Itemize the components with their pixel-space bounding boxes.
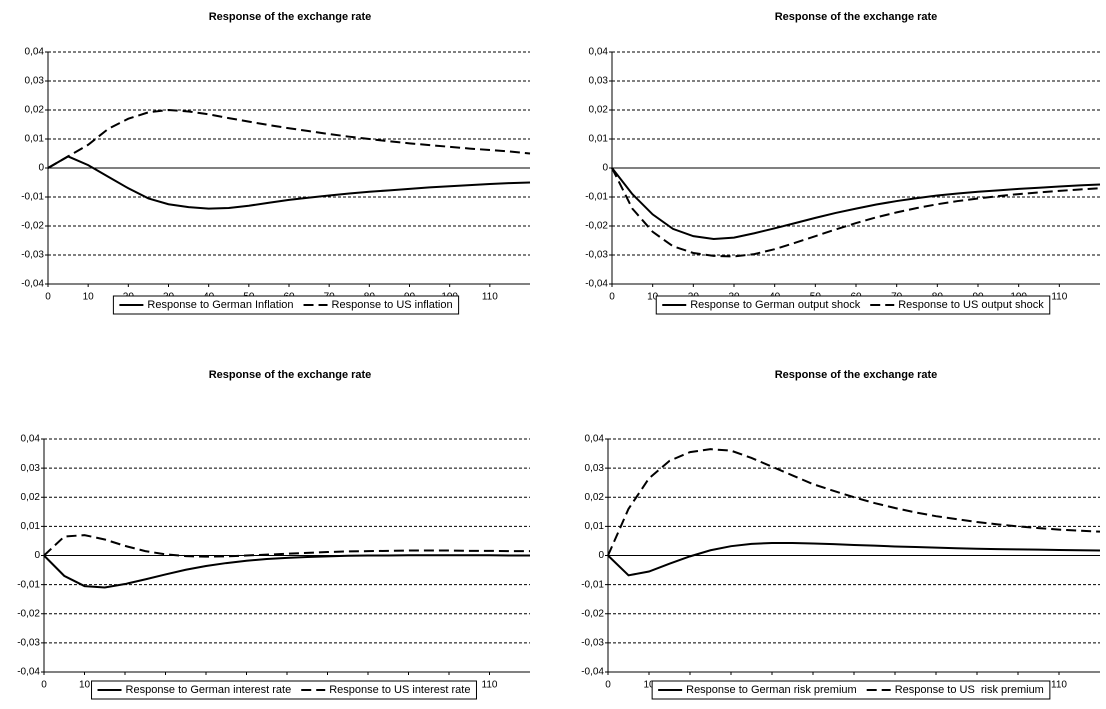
legend: Response to German interest rate Response… [91, 680, 477, 700]
x-tick-label: 110 [482, 292, 498, 303]
y-tick-label: 0,03 [21, 463, 41, 474]
y-tick-label: 0,03 [25, 76, 45, 87]
y-tick-label: 0,04 [589, 47, 609, 58]
series-line [47, 108, 531, 169]
y-tick-label: 0 [598, 550, 604, 561]
y-tick-label: -0,02 [17, 608, 40, 619]
legend-label: Response to German Inflation [147, 299, 293, 311]
y-tick-label: -0,02 [581, 608, 604, 619]
chart-title: Response of the exchange rate [775, 11, 938, 23]
y-tick-label: -0,04 [17, 667, 40, 678]
x-tick-label: 0 [45, 292, 51, 303]
chart-title: Response of the exchange rate [209, 11, 372, 23]
x-tick-label: 110 [1051, 680, 1067, 691]
legend-box [651, 680, 1051, 700]
series-line [611, 167, 1101, 241]
legend: Response to German output shock Response … [655, 295, 1051, 315]
x-tick-label: 10 [79, 680, 91, 691]
y-tick-label: -0,03 [21, 250, 44, 261]
y-tick-label: -0,02 [585, 221, 608, 232]
x-tick-label: 0 [609, 292, 615, 303]
y-tick-label: -0,01 [581, 579, 604, 590]
y-tick-label: 0,01 [21, 521, 41, 532]
y-tick-label: 0,04 [21, 434, 41, 445]
y-tick-label: 0,02 [25, 105, 45, 116]
legend: Response to German risk premium Response … [651, 680, 1051, 700]
y-tick-label: 0,02 [585, 492, 605, 503]
y-tick-label: 0,04 [585, 434, 605, 445]
y-tick-label: 0,03 [589, 76, 609, 87]
legend-box [112, 295, 460, 315]
y-tick-label: -0,04 [21, 279, 44, 290]
y-tick-label: -0,03 [17, 638, 40, 649]
series-line [43, 554, 530, 589]
legend: Response to German Inflation Response to … [112, 295, 460, 315]
y-tick-label: -0,02 [21, 221, 44, 232]
legend-label: Response to German risk premium [686, 684, 857, 696]
legend-label: Response to US risk premium [895, 684, 1044, 696]
y-tick-label: 0,01 [585, 521, 605, 532]
y-tick-label: -0,04 [585, 279, 608, 290]
legend-label: Response to German interest rate [126, 684, 292, 696]
y-tick-label: 0,01 [589, 134, 609, 145]
y-tick-label: 0 [38, 163, 44, 174]
x-tick-label: 10 [643, 680, 655, 691]
x-tick-label: 10 [83, 292, 95, 303]
legend-label: Response to US interest rate [329, 684, 470, 696]
x-tick-label: 0 [41, 680, 47, 691]
series-line [43, 534, 530, 558]
x-tick-label: 0 [605, 680, 611, 691]
x-tick-label: 10 [647, 292, 659, 303]
y-tick-label: -0,04 [581, 667, 604, 678]
y-tick-label: 0 [34, 550, 40, 561]
x-tick-label: 110 [482, 680, 498, 691]
series-line [607, 541, 1101, 577]
legend-label: Response to German output shock [690, 299, 860, 311]
y-tick-label: 0,03 [585, 463, 605, 474]
y-tick-label: 0,01 [25, 134, 45, 145]
legend-label: Response to US inflation [332, 299, 453, 311]
series-line [47, 155, 531, 210]
y-tick-label: 0,02 [589, 105, 609, 116]
legend-label: Response to US output shock [898, 299, 1044, 311]
y-tick-label: -0,03 [585, 250, 608, 261]
legend-box [91, 680, 477, 700]
y-tick-label: 0,02 [21, 492, 41, 503]
series-line [611, 167, 1101, 258]
chart-title: Response of the exchange rate [775, 369, 938, 381]
y-tick-label: -0,03 [581, 638, 604, 649]
y-tick-label: -0,01 [21, 192, 44, 203]
y-tick-label: -0,01 [17, 579, 40, 590]
y-tick-label: 0 [602, 163, 608, 174]
y-tick-label: -0,01 [585, 192, 608, 203]
y-tick-label: 0,04 [25, 47, 45, 58]
series-line [607, 448, 1101, 556]
x-tick-label: 110 [1051, 292, 1067, 303]
legend-box [655, 295, 1051, 315]
chart-title: Response of the exchange rate [209, 369, 372, 381]
